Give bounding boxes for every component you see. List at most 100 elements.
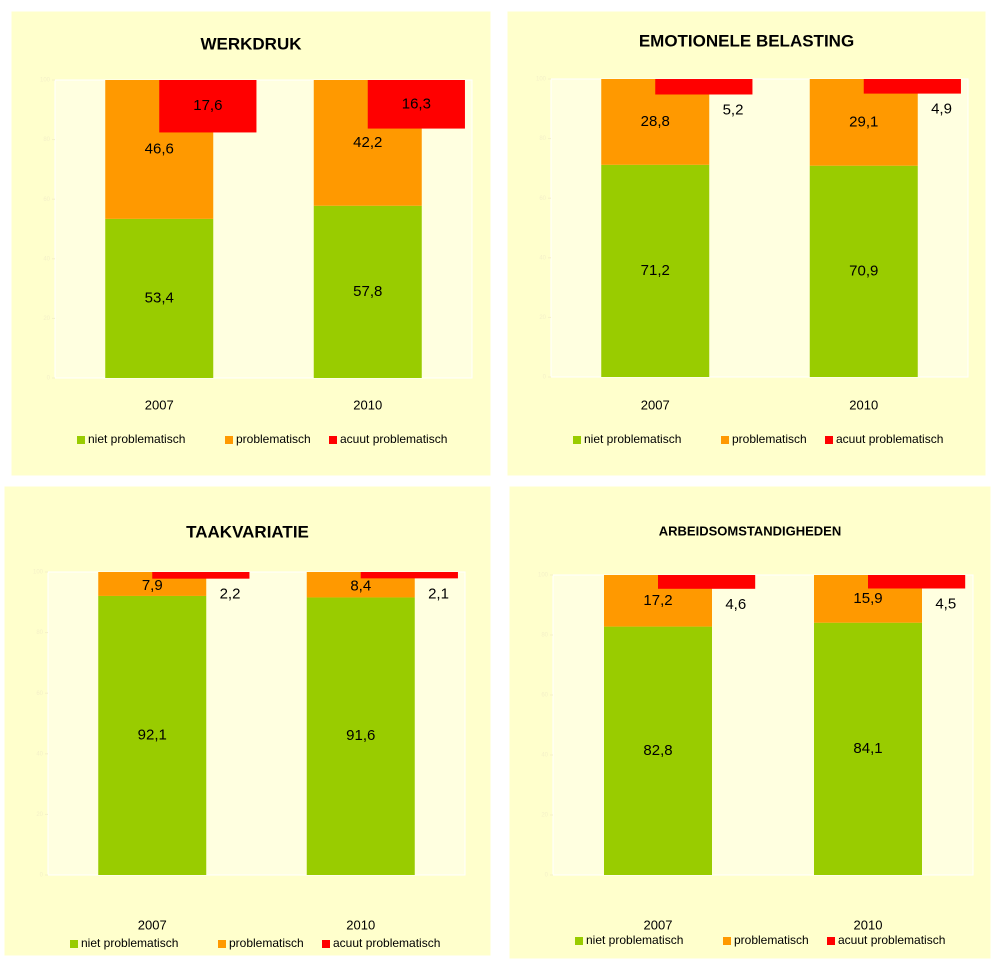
x-tick-label: 2010 (353, 397, 382, 412)
bar-segment (655, 79, 753, 95)
y-tick-label: 20 (539, 315, 546, 321)
chart-title: TAAKVARIATIE (186, 522, 309, 541)
value-label: 46,6 (145, 140, 174, 157)
value-label: 92,1 (138, 726, 167, 743)
y-tick-label: 0 (543, 375, 547, 381)
y-tick-label: 100 (33, 570, 44, 576)
bar-segment (809, 165, 918, 377)
value-label: 71,2 (641, 262, 670, 279)
y-tick-label: 100 (536, 77, 547, 83)
y-tick-label: 40 (539, 255, 546, 261)
value-label: 7,9 (142, 577, 163, 594)
value-label: 2,2 (220, 586, 241, 603)
bar-segment (604, 626, 712, 875)
legend-label: problematisch (732, 432, 807, 446)
y-tick-label: 60 (541, 693, 548, 699)
y-tick-label: 80 (36, 630, 43, 636)
y-tick-label: 20 (43, 316, 50, 322)
value-label: 82,8 (643, 742, 672, 759)
x-tick-label: 2007 (641, 397, 670, 412)
bar-segment (360, 572, 458, 579)
bar-segment (601, 164, 710, 377)
legend-swatch (77, 436, 85, 444)
value-label: 8,4 (350, 578, 371, 595)
x-tick-label: 2010 (346, 917, 375, 932)
x-tick-label: 2010 (854, 917, 883, 932)
y-tick-label: 100 (538, 573, 549, 579)
value-label: 2,1 (428, 585, 449, 602)
y-tick-label: 40 (43, 256, 50, 262)
legend-label: problematisch (229, 936, 304, 950)
legend-swatch (225, 436, 233, 444)
y-tick-label: 0 (545, 873, 549, 879)
legend-label: niet problematisch (584, 432, 681, 446)
chart-panel: EMOTIONELE BELASTING 0 20 40 60 80 100 2007 71,2… (507, 11, 986, 476)
y-tick-label: 60 (43, 197, 50, 203)
legend-label: niet problematisch (81, 936, 178, 950)
chart-panel: WERKDRUK 0 20 40 60 80 100 2007 53,4 46,6 17,6 2010… (11, 11, 491, 476)
bar-segment (868, 575, 966, 589)
legend-label: problematisch (236, 432, 311, 446)
value-label: 29,1 (849, 113, 878, 130)
legend-label: acuut problematisch (333, 936, 440, 950)
bar-segment (814, 622, 922, 875)
value-label: 5,2 (723, 101, 744, 118)
y-tick-label: 0 (47, 376, 51, 382)
legend-label: acuut problematisch (836, 432, 943, 446)
legend-swatch (721, 436, 729, 444)
bar-segment (105, 218, 214, 378)
bar-segment (658, 575, 756, 589)
legend-swatch (70, 940, 78, 948)
bar-segment (306, 597, 415, 875)
value-label: 4,5 (935, 595, 956, 612)
value-label: 42,2 (353, 134, 382, 151)
value-label: 4,6 (725, 596, 746, 613)
legend-swatch (575, 937, 583, 945)
value-label: 84,1 (853, 740, 882, 757)
value-label: 17,2 (643, 592, 672, 609)
bar-segment (367, 80, 465, 129)
y-tick-label: 80 (43, 137, 50, 143)
chart-title: EMOTIONELE BELASTING (639, 31, 854, 50)
bar-segment (159, 80, 257, 133)
y-tick-label: 0 (40, 873, 44, 879)
x-tick-label: 2010 (849, 397, 878, 412)
value-label: 15,9 (853, 590, 882, 607)
value-label: 70,9 (849, 262, 878, 279)
legend-label: niet problematisch (586, 933, 683, 947)
bar-segment (863, 79, 961, 94)
y-tick-label: 40 (36, 751, 43, 757)
y-tick-label: 20 (541, 813, 548, 819)
value-label: 57,8 (353, 283, 382, 300)
legend-swatch (827, 937, 835, 945)
y-tick-label: 60 (36, 691, 43, 697)
y-tick-label: 80 (539, 136, 546, 142)
legend-swatch (723, 937, 731, 945)
y-tick-label: 60 (539, 196, 546, 202)
legend-swatch (329, 436, 337, 444)
legend-swatch (825, 436, 833, 444)
x-tick-label: 2007 (145, 397, 174, 412)
legend-label: niet problematisch (88, 432, 185, 446)
chart-panel: ARBEIDSOMSTANDIGHEDEN 0 20 40 60 80 100 2007 82,… (509, 486, 991, 959)
y-tick-label: 40 (541, 753, 548, 759)
chart-title: WERKDRUK (200, 34, 302, 53)
y-tick-label: 80 (541, 633, 548, 639)
x-tick-label: 2007 (644, 917, 673, 932)
chart-title: ARBEIDSOMSTANDIGHEDEN (659, 523, 842, 538)
legend-swatch (322, 940, 330, 948)
legend-label: acuut problematisch (340, 432, 447, 446)
legend-label: acuut problematisch (838, 933, 945, 947)
chart-panel: TAAKVARIATIE 0 20 40 60 80 100 2007 92,1 7,9 2,2 20… (4, 486, 491, 956)
value-label: 53,4 (145, 289, 174, 306)
value-label: 4,9 (931, 101, 952, 118)
value-label: 17,6 (193, 97, 222, 114)
y-tick-label: 100 (40, 78, 51, 84)
value-label: 28,8 (641, 113, 670, 130)
bar-segment (313, 205, 422, 378)
bar-segment (152, 572, 250, 579)
legend-label: problematisch (734, 933, 809, 947)
legend-swatch (573, 436, 581, 444)
legend-swatch (218, 940, 226, 948)
